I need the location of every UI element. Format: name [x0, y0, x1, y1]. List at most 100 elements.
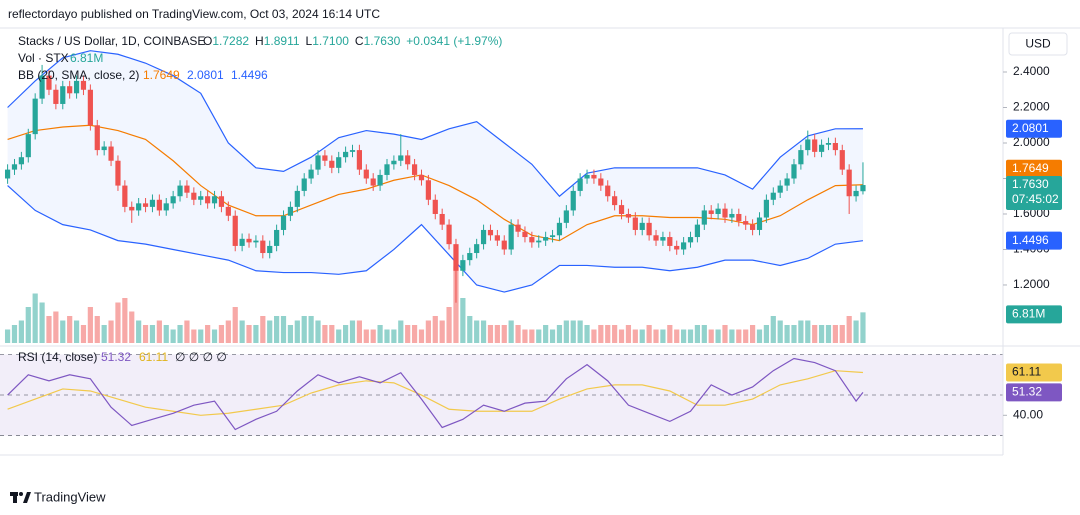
- volume-bar: [563, 320, 569, 343]
- candle-body: [591, 174, 597, 179]
- bb-upper-value: 2.0801: [187, 68, 224, 82]
- candle-body: [674, 245, 680, 250]
- candle-body: [756, 217, 763, 230]
- volume-bar: [825, 325, 832, 343]
- rsi-badge: 51.32: [1012, 385, 1042, 399]
- volume-bar: [818, 325, 825, 343]
- volume-bar: [122, 298, 128, 343]
- bb-legend: BB (20, SMA, close, 2): [18, 68, 139, 82]
- rsi-ma-legend-value: 61.11: [139, 350, 168, 364]
- volume-bar: [770, 316, 776, 343]
- volume-bar: [246, 325, 252, 343]
- candle-body: [563, 210, 569, 223]
- volume-bar: [370, 329, 376, 343]
- candle-body: [18, 157, 24, 165]
- volume-bar: [239, 320, 245, 343]
- candle-body: [211, 196, 218, 204]
- ohlc-value: 1.7282: [212, 34, 249, 48]
- ohlc-change: +0.0341 (+1.97%): [406, 34, 502, 48]
- candle-body: [474, 244, 480, 254]
- volume-bar: [184, 320, 190, 343]
- ohlc-key: L: [306, 34, 313, 48]
- volume-bar: [4, 329, 11, 343]
- candle-body: [122, 185, 128, 207]
- candle-body: [584, 174, 590, 179]
- bb-lower: [7, 185, 864, 293]
- volume-bar: [570, 320, 576, 343]
- volume-bar: [267, 320, 273, 343]
- candle-body: [701, 210, 707, 225]
- volume-bar: [584, 325, 590, 343]
- candle-body: [163, 203, 169, 211]
- volume-bar: [501, 325, 507, 343]
- candle-body: [432, 199, 438, 214]
- ohlc-key: C: [355, 34, 364, 48]
- volume-bar: [687, 329, 694, 343]
- volume-bar: [722, 325, 728, 343]
- volume-bar: [205, 325, 211, 343]
- volume-bar: [618, 329, 625, 343]
- volume-bar: [653, 329, 659, 343]
- volume-bar: [791, 325, 797, 343]
- volume-bar: [343, 325, 349, 343]
- volume-bar: [515, 325, 521, 343]
- candle-body: [274, 229, 280, 246]
- rsi-y-tick-label: 40.00: [1013, 407, 1043, 421]
- bb-basis-badge-bg: [1006, 159, 1062, 178]
- candle-body: [391, 160, 397, 165]
- candle-body: [605, 185, 611, 197]
- candle-body: [101, 146, 107, 151]
- volume-bar: [418, 329, 425, 343]
- candle-body: [749, 224, 756, 230]
- bb-lower-badge: 1.4496: [1012, 233, 1049, 247]
- volume-bar: [405, 325, 411, 343]
- candle-body: [370, 178, 376, 186]
- candle-body: [487, 229, 494, 236]
- candle-body: [267, 245, 273, 254]
- volume-bar: [756, 329, 763, 343]
- volume-bar: [715, 329, 721, 343]
- candle-body: [322, 155, 328, 161]
- candle-body: [356, 150, 362, 170]
- volume-bar: [87, 307, 93, 343]
- candle-body: [398, 155, 404, 161]
- volume-bar: [136, 320, 142, 343]
- volume-bar: [522, 329, 528, 343]
- candle-body: [508, 224, 514, 250]
- volume-legend: Vol · STX: [18, 51, 69, 65]
- currency[interactable]: USD: [1025, 37, 1051, 51]
- y-tick-label: 2.0000: [1013, 135, 1050, 149]
- volume-bar: [694, 325, 701, 343]
- volume-bar: [294, 320, 300, 343]
- volume-badge-bg: [1006, 305, 1062, 324]
- candle-body: [53, 89, 59, 104]
- candle-body: [418, 174, 425, 181]
- bb-upper-badge: 2.0801: [1012, 121, 1049, 135]
- candle-body: [73, 80, 80, 94]
- volume-bar: [170, 329, 176, 343]
- candle-body: [287, 206, 294, 216]
- candle-body: [136, 203, 142, 211]
- candle-body: [308, 169, 314, 179]
- candle-body: [853, 190, 859, 197]
- volume-bar: [777, 320, 783, 343]
- volume-bar: [142, 325, 149, 343]
- volume-bar: [729, 329, 735, 343]
- candle-body: [405, 155, 411, 165]
- volume-bar: [315, 320, 321, 343]
- volume-bar: [646, 325, 652, 343]
- currency-button[interactable]: [1008, 32, 1068, 56]
- volume-bar: [736, 329, 742, 343]
- volume-bar: [460, 298, 466, 343]
- bb-upper-badge-bg: [1006, 119, 1062, 138]
- candle-body: [439, 213, 445, 225]
- y-tick-label: 2.2000: [1013, 100, 1050, 114]
- rsi-legend-value: 51.32: [101, 350, 131, 364]
- candle-body: [94, 125, 100, 151]
- volume-bar: [487, 325, 494, 343]
- volume-bar: [605, 325, 611, 343]
- bb-basis-value: 1.7649: [143, 68, 180, 82]
- symbol-title: Stacks / US Dollar, 1D, COINBASE: [18, 34, 205, 48]
- volume-bar: [784, 325, 790, 343]
